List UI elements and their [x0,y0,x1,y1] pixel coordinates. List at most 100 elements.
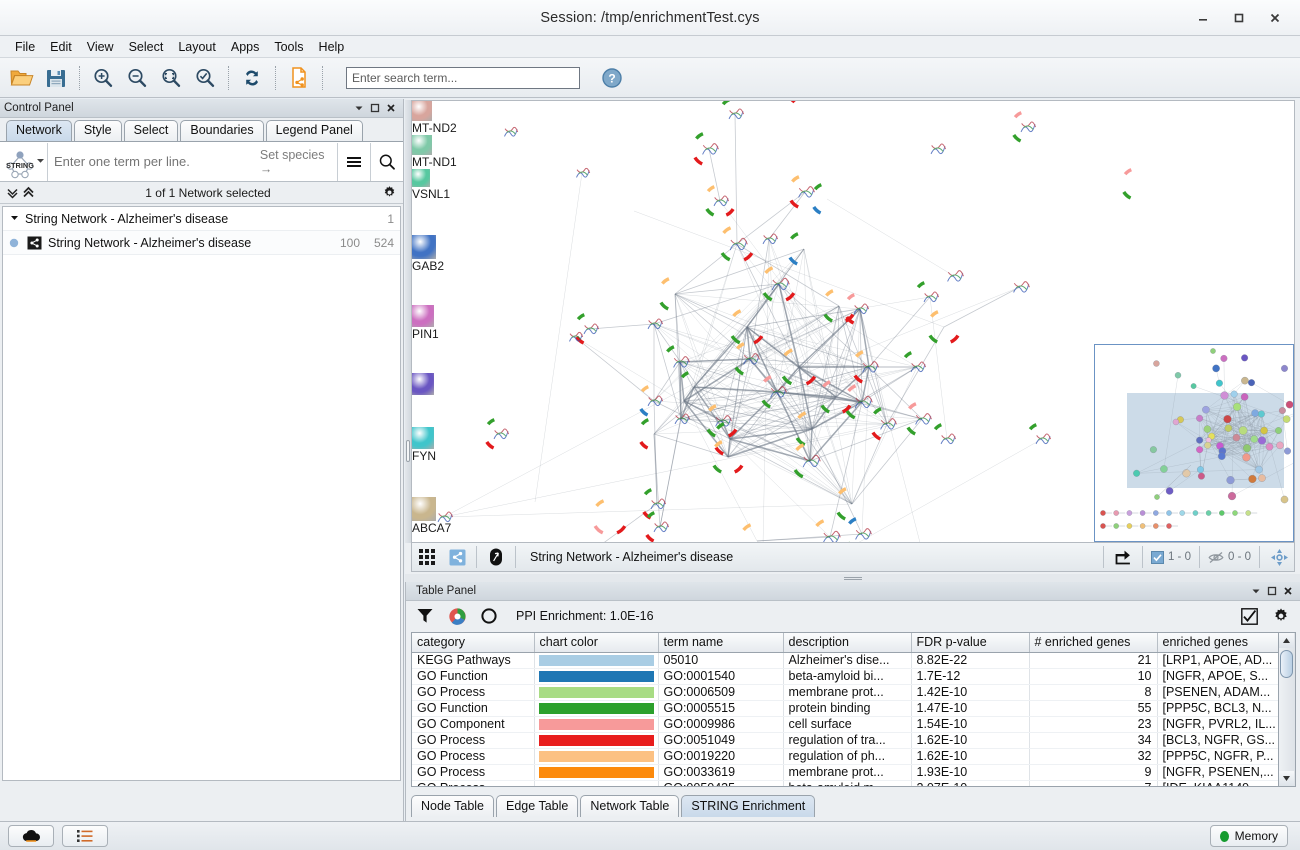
float-panel-icon[interactable] [367,100,383,116]
fit-content-icon[interactable] [1264,544,1294,571]
tab-node-table[interactable]: Node Table [411,795,495,817]
gear-icon[interactable] [381,185,397,201]
hidden-nodes-indicator[interactable]: 0 - 0 [1204,551,1255,564]
table-row[interactable]: GO Function GO:0001540 beta-amyloid bi... 1… [412,668,1278,685]
menu-item-view[interactable]: View [86,39,114,54]
tree-row-root[interactable]: String Network - Alzheimer's disease 1 [3,207,400,231]
share-network-icon[interactable] [442,544,472,571]
gear-icon[interactable] [1270,604,1292,628]
table-vertical-scrollbar[interactable] [1279,632,1296,787]
close-button[interactable] [1258,4,1292,32]
menu-item-layout[interactable]: Layout [178,39,216,54]
save-icon[interactable] [40,62,72,94]
tab-network-table[interactable]: Network Table [580,795,680,817]
checkbox-checked-icon[interactable] [1238,604,1260,628]
zoom-selected-icon[interactable] [189,62,221,94]
network-node[interactable] [412,101,432,121]
menu-item-apps[interactable]: Apps [230,39,260,54]
cell-enriched-count: 34 [1029,732,1158,749]
memory-status-button[interactable]: Memory [1209,825,1288,847]
tree-row-child[interactable]: String Network - Alzheimer's disease 100… [3,231,400,255]
minimize-button[interactable] [1186,4,1220,32]
menu-item-select[interactable]: Select [128,39,164,54]
network-node[interactable] [412,497,436,521]
network-overview-panel[interactable] [1094,344,1294,542]
collapse-expand-controls[interactable] [6,186,35,199]
tab-string-enrichment[interactable]: STRING Enrichment [681,795,816,817]
maximize-button[interactable] [1222,4,1256,32]
table-row[interactable]: GO Process GO:0019220 regulation of ph... 1… [412,748,1278,765]
tab-edge-table[interactable]: Edge Table [496,795,579,817]
horizontal-splitter[interactable] [405,574,1300,582]
hamburger-menu-icon[interactable] [337,142,370,181]
table-row[interactable]: GO Process GO:0051049 regulation of tra...… [412,732,1278,749]
set-species-link[interactable]: Set species → [259,147,325,176]
scroll-up-arrow[interactable] [1279,633,1294,648]
network-vertical-scrollbar[interactable] [405,100,411,543]
table-row[interactable]: GO Component GO:0009986 cell surface 1.54E-… [412,716,1278,733]
chevron-down-icon[interactable] [3,213,25,224]
network-node[interactable] [412,135,432,155]
filter-icon[interactable] [414,604,436,628]
color-swatch [538,734,654,746]
magnifier-icon[interactable] [370,142,403,181]
tab-boundaries[interactable]: Boundaries [180,120,264,141]
cloud-icon[interactable] [8,825,54,847]
scroll-down-arrow[interactable] [1279,771,1294,786]
donut-ring-icon[interactable] [478,604,500,628]
network-node[interactable] [412,235,436,259]
string-query-input[interactable] [54,154,236,169]
help-icon[interactable]: ? [596,62,628,94]
zoom-fit-icon[interactable] [155,62,187,94]
column-header-description[interactable]: description [783,633,912,653]
string-logo-icon[interactable]: STRING [0,143,40,181]
network-node[interactable] [412,373,434,395]
search-input[interactable] [346,66,580,89]
table-row[interactable]: GO Process GO:0006509 membrane prot... 1.42… [412,684,1278,701]
network-canvas[interactable]: MT-ND2 MT-ND1 VSNL1 GAB2 PIN1 FYN [411,100,1295,543]
column-header-chart-color[interactable]: chart color [534,633,659,653]
zoom-out-icon[interactable] [121,62,153,94]
cell-description: regulation of ph... [783,748,912,765]
chevron-down-icon[interactable] [351,100,367,116]
network-node[interactable] [412,305,434,327]
tab-style[interactable]: Style [73,120,122,141]
close-panel-icon[interactable] [383,100,399,116]
menu-item-tools[interactable]: Tools [274,39,304,54]
node-enrichment-arcs [680,371,690,379]
menu-item-help[interactable]: Help [318,39,345,54]
network-node[interactable] [412,427,434,449]
annotation-icon[interactable] [481,544,511,571]
scrollbar-thumb[interactable] [1280,650,1293,678]
zoom-in-icon[interactable] [87,62,119,94]
chevron-down-icon[interactable] [1248,583,1264,599]
column-header-term-name[interactable]: term name [658,633,784,653]
column-header-enriched-genes[interactable]: enriched genes [1157,633,1278,653]
pie-chart-icon[interactable] [446,604,468,628]
tab-legend-panel[interactable]: Legend Panel [265,120,363,141]
enrichment-table[interactable]: category chart color term name descripti… [411,632,1279,787]
table-row[interactable]: GO Process GO:0050435beta-amyloid m...2.0… [412,780,1278,786]
float-panel-icon[interactable] [1264,583,1280,599]
chevron-down-icon[interactable] [36,156,45,167]
tab-select[interactable]: Select [123,120,179,141]
table-row[interactable]: GO Process GO:0033619 membrane prot... 1.93… [412,764,1278,781]
menu-item-file[interactable]: File [15,39,36,54]
grid-layout-icon[interactable] [412,544,442,571]
export-image-icon[interactable] [1108,544,1138,571]
column-header-fdr-pvalue[interactable]: FDR p-value [911,633,1030,653]
open-folder-icon[interactable] [6,62,38,94]
table-row[interactable]: GO Function GO:0005515 protein binding 1.47… [412,700,1278,717]
list-icon[interactable] [62,825,108,847]
column-header-category[interactable]: category [412,633,535,653]
export-network-icon[interactable] [283,62,315,94]
table-row[interactable]: KEGG Pathways 05010 Alzheimer's dise... 8.8… [412,652,1278,669]
tab-network[interactable]: Network [6,120,72,141]
column-header-enriched-count[interactable]: # enriched genes [1029,633,1158,653]
network-node[interactable] [412,169,430,187]
selected-nodes-indicator[interactable]: 1 - 0 [1147,550,1195,564]
menu-item-edit[interactable]: Edit [50,39,72,54]
control-panel: Control Panel Network Style Select Bound… [0,99,404,821]
close-panel-icon[interactable] [1280,583,1296,599]
refresh-icon[interactable] [236,62,268,94]
